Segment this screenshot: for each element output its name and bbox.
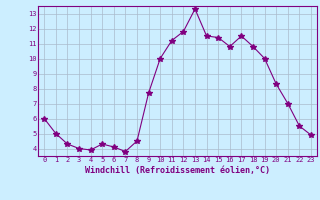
X-axis label: Windchill (Refroidissement éolien,°C): Windchill (Refroidissement éolien,°C) [85, 166, 270, 175]
